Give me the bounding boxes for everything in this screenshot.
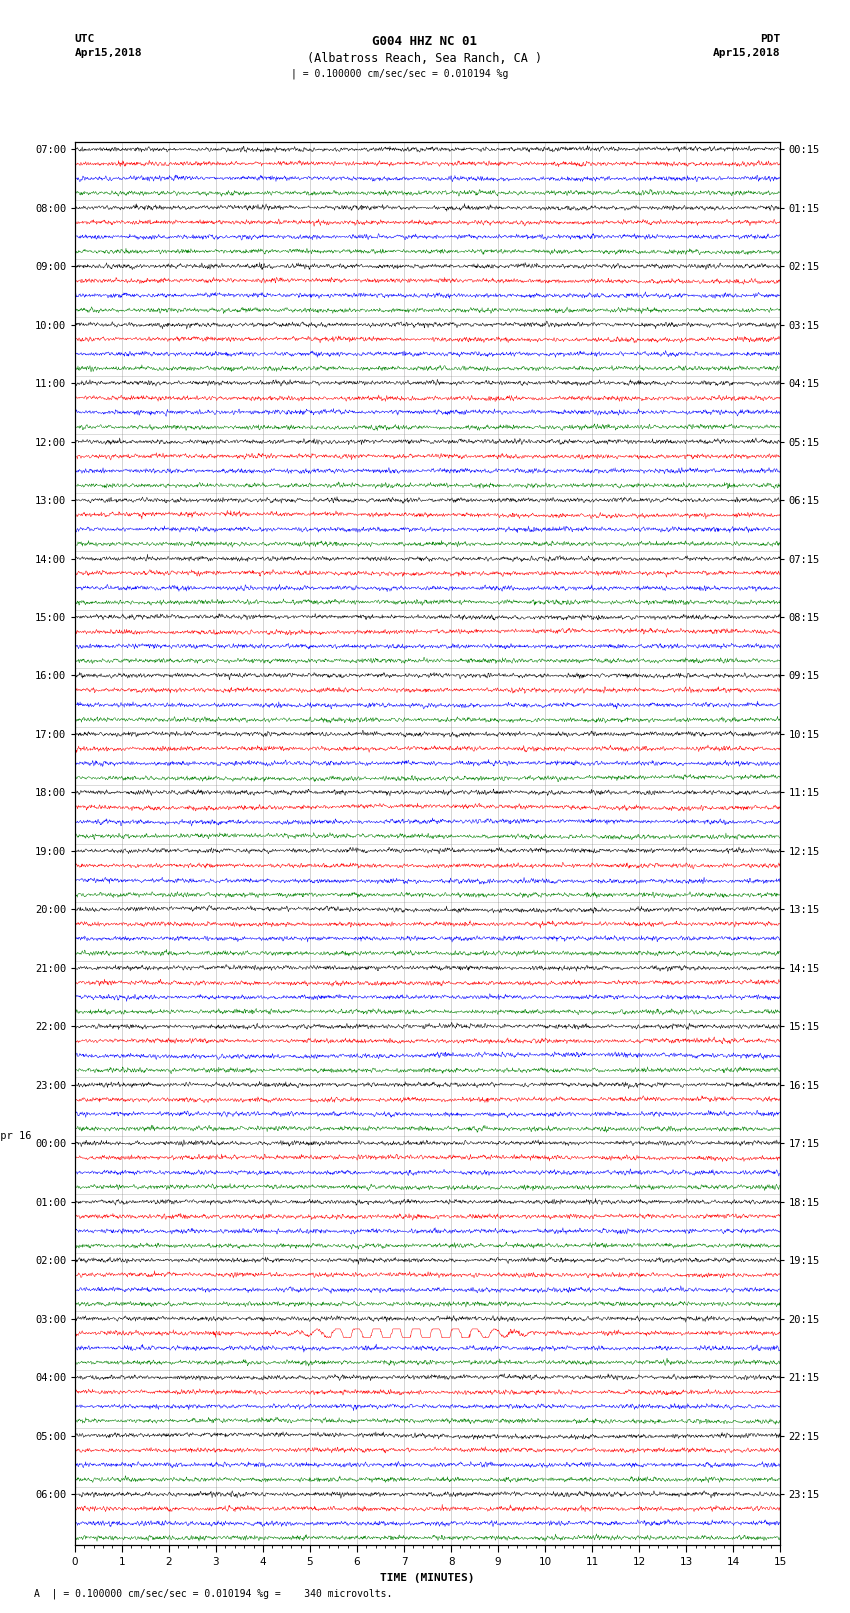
Text: UTC: UTC <box>75 34 95 44</box>
Text: A  | = 0.100000 cm/sec/sec = 0.010194 %g =    340 microvolts.: A | = 0.100000 cm/sec/sec = 0.010194 %g … <box>34 1589 393 1598</box>
Text: PDT: PDT <box>760 34 780 44</box>
Text: G004 HHZ NC 01: G004 HHZ NC 01 <box>372 35 478 48</box>
Text: (Albatross Reach, Sea Ranch, CA ): (Albatross Reach, Sea Ranch, CA ) <box>308 52 542 65</box>
Text: Apr15,2018: Apr15,2018 <box>75 48 142 58</box>
X-axis label: TIME (MINUTES): TIME (MINUTES) <box>380 1573 475 1582</box>
Text: Apr 16: Apr 16 <box>0 1131 31 1140</box>
Text: Apr15,2018: Apr15,2018 <box>713 48 780 58</box>
Text: | = 0.100000 cm/sec/sec = 0.010194 %g: | = 0.100000 cm/sec/sec = 0.010194 %g <box>291 69 508 79</box>
